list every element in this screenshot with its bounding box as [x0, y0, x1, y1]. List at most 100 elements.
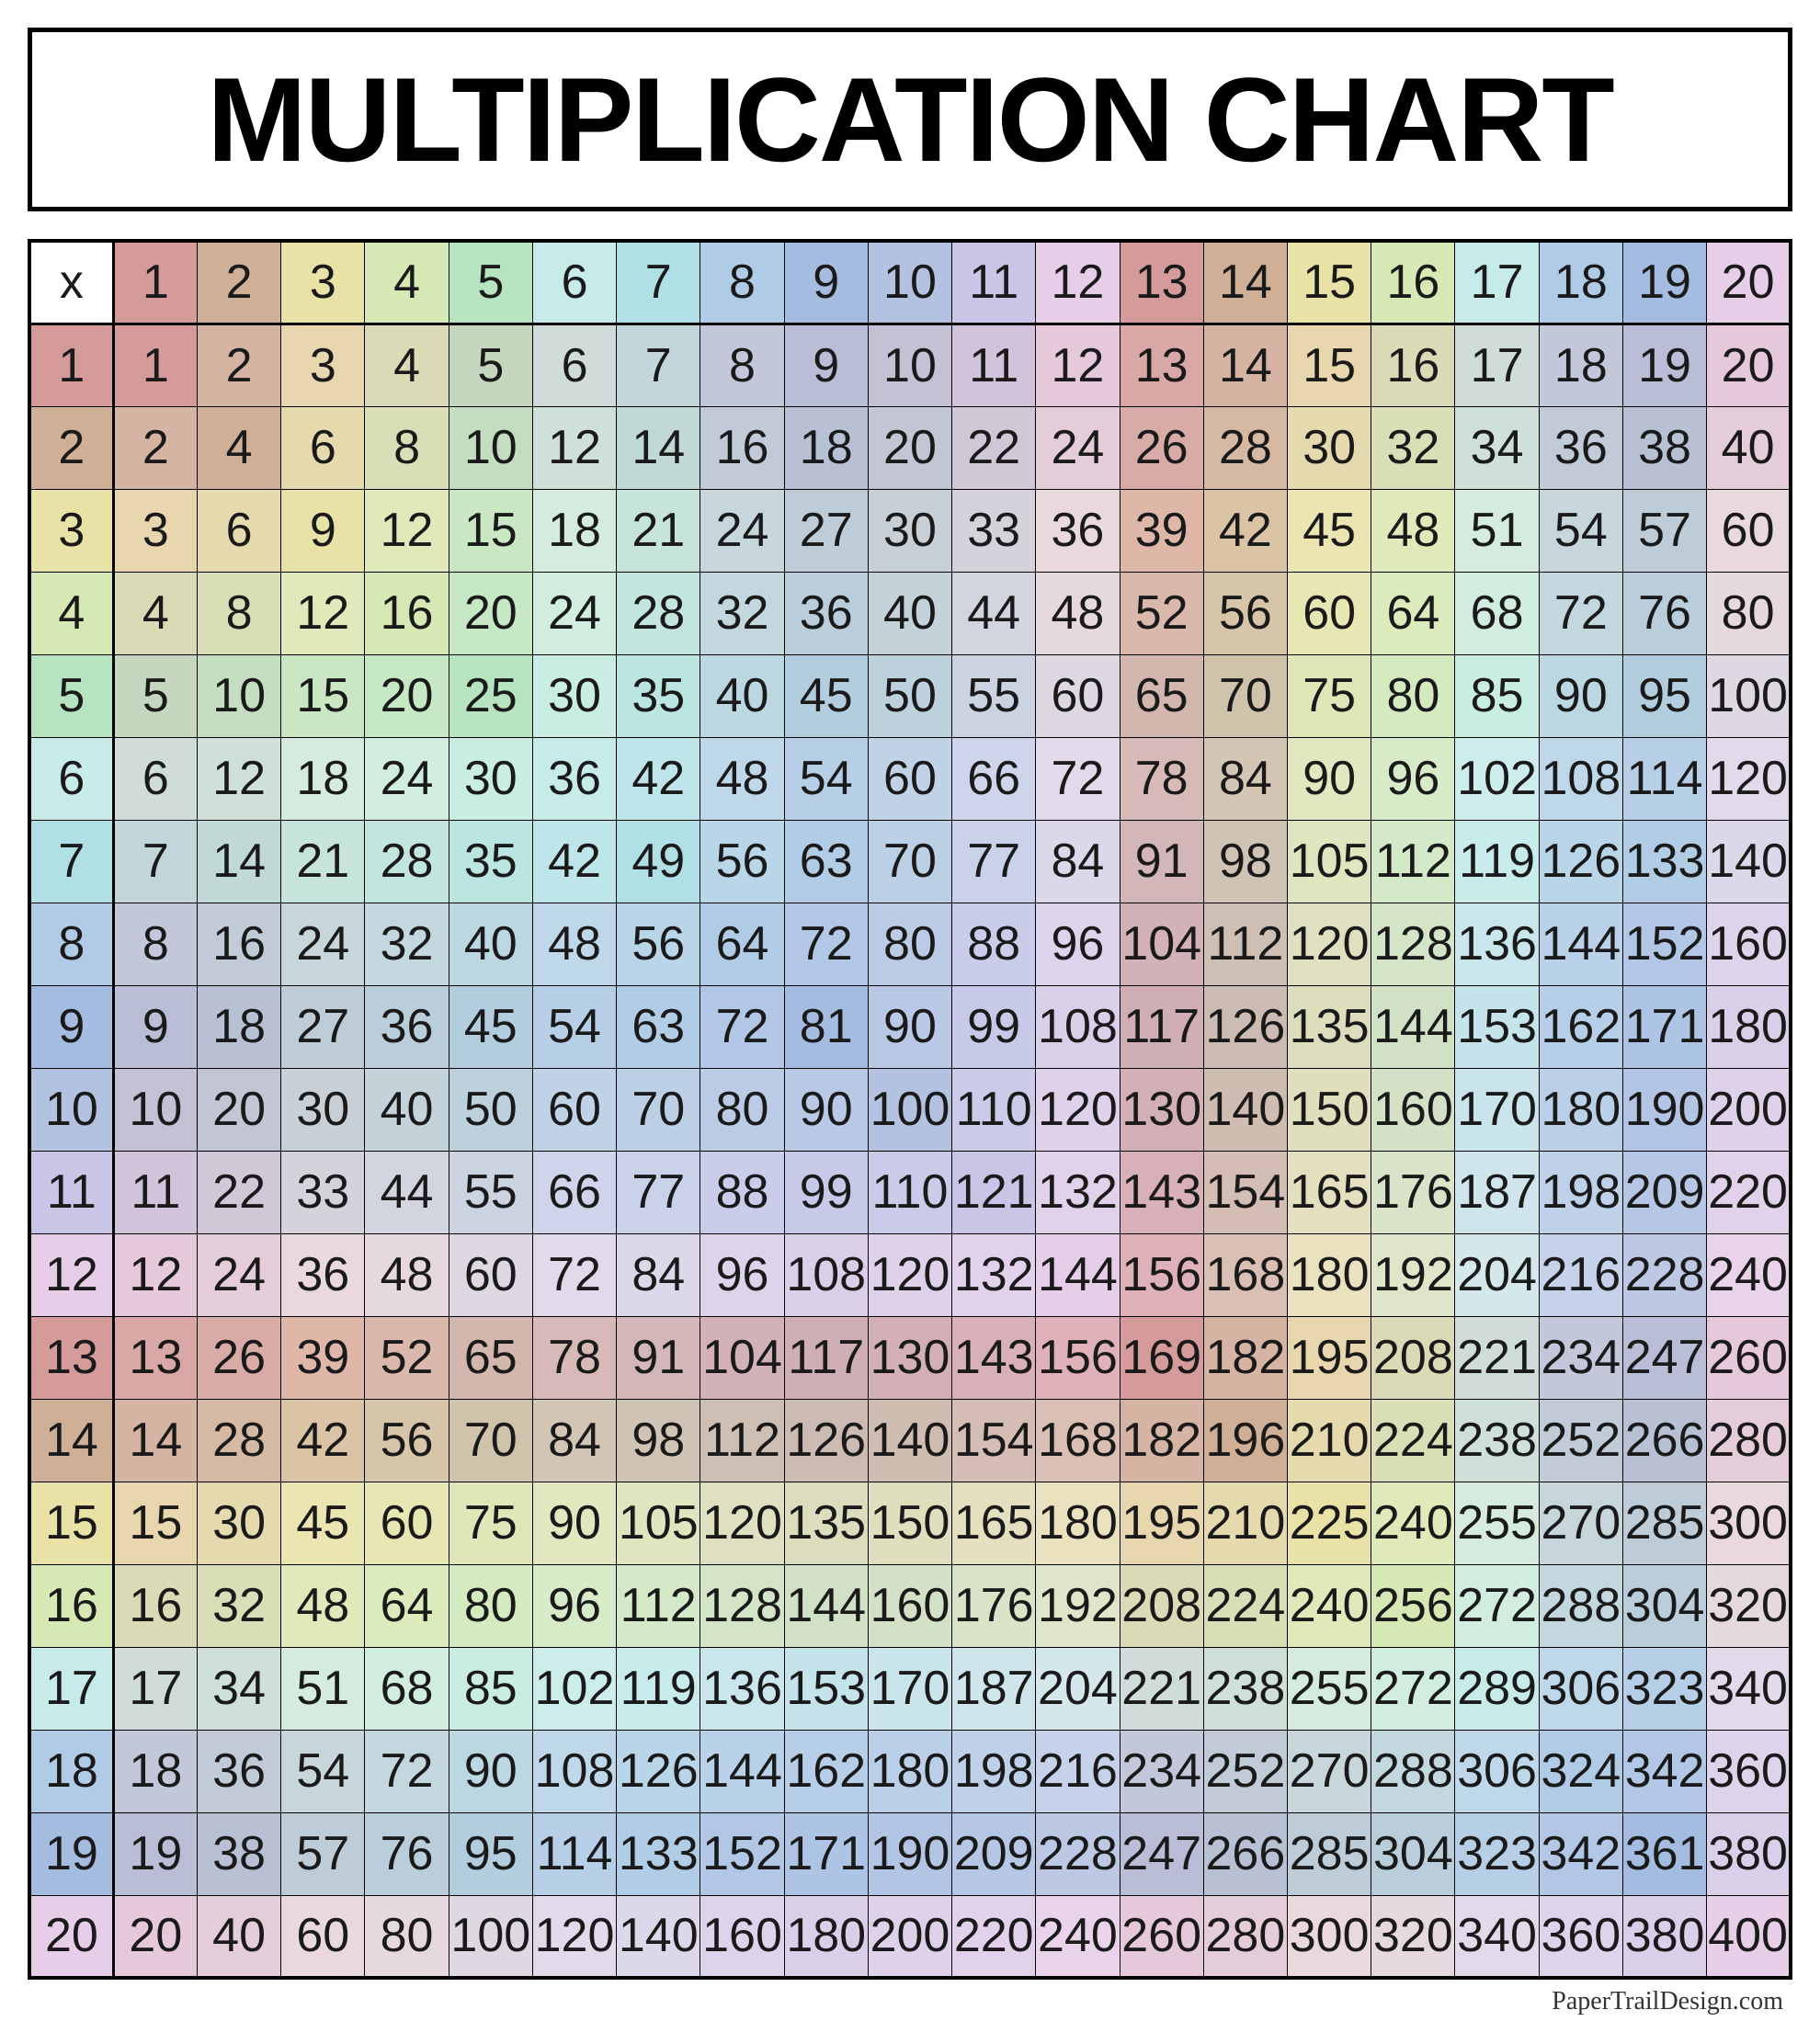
data-cell: 60 [449, 1233, 532, 1316]
data-cell: 14 [1203, 324, 1287, 406]
data-cell: 38 [197, 1812, 280, 1895]
data-cell: 77 [952, 820, 1036, 903]
data-cell: 304 [1371, 1812, 1455, 1895]
data-cell: 247 [1622, 1316, 1706, 1399]
data-cell: 72 [700, 985, 784, 1068]
data-cell: 140 [868, 1399, 951, 1482]
data-cell: 30 [197, 1482, 280, 1564]
data-cell: 132 [1036, 1151, 1120, 1233]
data-cell: 360 [1707, 1730, 1791, 1812]
data-cell: 112 [700, 1399, 784, 1482]
data-cell: 102 [1455, 737, 1539, 820]
data-cell: 19 [1622, 324, 1706, 406]
data-cell: 7 [617, 324, 700, 406]
data-cell: 160 [1371, 1068, 1455, 1151]
col-header: 4 [365, 241, 449, 324]
data-cell: 198 [952, 1730, 1036, 1812]
data-cell: 108 [784, 1233, 868, 1316]
data-cell: 32 [1371, 406, 1455, 489]
data-cell: 208 [1120, 1564, 1203, 1647]
data-cell: 200 [868, 1895, 951, 1978]
col-header: 20 [1707, 241, 1791, 324]
data-cell: 30 [532, 654, 616, 737]
data-cell: 18 [1539, 324, 1622, 406]
data-cell: 256 [1371, 1564, 1455, 1647]
data-cell: 255 [1455, 1482, 1539, 1564]
data-cell: 224 [1203, 1564, 1287, 1647]
data-cell: 306 [1455, 1730, 1539, 1812]
data-cell: 11 [952, 324, 1036, 406]
footer-credit: PaperTrailDesign.com [28, 1987, 1792, 2016]
data-cell: 320 [1371, 1895, 1455, 1978]
data-cell: 68 [1455, 572, 1539, 654]
data-cell: 132 [952, 1233, 1036, 1316]
data-cell: 168 [1203, 1233, 1287, 1316]
row-header: 12 [29, 1233, 113, 1316]
data-cell: 180 [1288, 1233, 1371, 1316]
data-cell: 80 [1371, 654, 1455, 737]
col-header: 7 [617, 241, 700, 324]
data-cell: 15 [113, 1482, 197, 1564]
data-cell: 133 [617, 1812, 700, 1895]
data-cell: 18 [113, 1730, 197, 1812]
data-cell: 272 [1371, 1647, 1455, 1730]
data-cell: 85 [449, 1647, 532, 1730]
col-header: 2 [197, 241, 280, 324]
data-cell: 300 [1707, 1482, 1791, 1564]
data-cell: 51 [281, 1647, 365, 1730]
data-cell: 10 [449, 406, 532, 489]
data-cell: 204 [1036, 1647, 1120, 1730]
row-header: 15 [29, 1482, 113, 1564]
data-cell: 176 [1371, 1151, 1455, 1233]
data-cell: 280 [1203, 1895, 1287, 1978]
data-cell: 114 [1622, 737, 1706, 820]
data-cell: 15 [1288, 324, 1371, 406]
data-cell: 320 [1707, 1564, 1791, 1647]
data-cell: 40 [868, 572, 951, 654]
data-cell: 120 [1288, 903, 1371, 985]
data-cell: 240 [1036, 1895, 1120, 1978]
data-cell: 150 [1288, 1068, 1371, 1151]
data-cell: 56 [1203, 572, 1287, 654]
data-cell: 195 [1288, 1316, 1371, 1399]
data-cell: 120 [532, 1895, 616, 1978]
data-cell: 228 [1622, 1233, 1706, 1316]
data-cell: 198 [1539, 1151, 1622, 1233]
data-cell: 20 [197, 1068, 280, 1151]
data-cell: 240 [1371, 1482, 1455, 1564]
row-header: 13 [29, 1316, 113, 1399]
data-cell: 84 [1203, 737, 1287, 820]
data-cell: 48 [281, 1564, 365, 1647]
row-header: 11 [29, 1151, 113, 1233]
data-cell: 28 [365, 820, 449, 903]
col-header: 11 [952, 241, 1036, 324]
data-cell: 171 [784, 1812, 868, 1895]
data-cell: 2 [197, 324, 280, 406]
data-cell: 80 [1707, 572, 1791, 654]
data-cell: 8 [197, 572, 280, 654]
data-cell: 190 [868, 1812, 951, 1895]
data-cell: 88 [700, 1151, 784, 1233]
data-cell: 33 [952, 489, 1036, 572]
data-cell: 110 [952, 1068, 1036, 1151]
data-cell: 171 [1622, 985, 1706, 1068]
data-cell: 140 [617, 1895, 700, 1978]
data-cell: 28 [197, 1399, 280, 1482]
data-cell: 240 [1707, 1233, 1791, 1316]
data-cell: 224 [1371, 1399, 1455, 1482]
data-cell: 75 [449, 1482, 532, 1564]
data-cell: 2 [113, 406, 197, 489]
data-cell: 63 [617, 985, 700, 1068]
row-header: 10 [29, 1068, 113, 1151]
data-cell: 24 [197, 1233, 280, 1316]
data-cell: 119 [1455, 820, 1539, 903]
data-cell: 221 [1120, 1647, 1203, 1730]
data-cell: 156 [1036, 1316, 1120, 1399]
data-cell: 57 [281, 1812, 365, 1895]
data-cell: 162 [784, 1730, 868, 1812]
data-cell: 91 [1120, 820, 1203, 903]
data-cell: 126 [1203, 985, 1287, 1068]
row-header: 3 [29, 489, 113, 572]
data-cell: 60 [281, 1895, 365, 1978]
data-cell: 117 [1120, 985, 1203, 1068]
